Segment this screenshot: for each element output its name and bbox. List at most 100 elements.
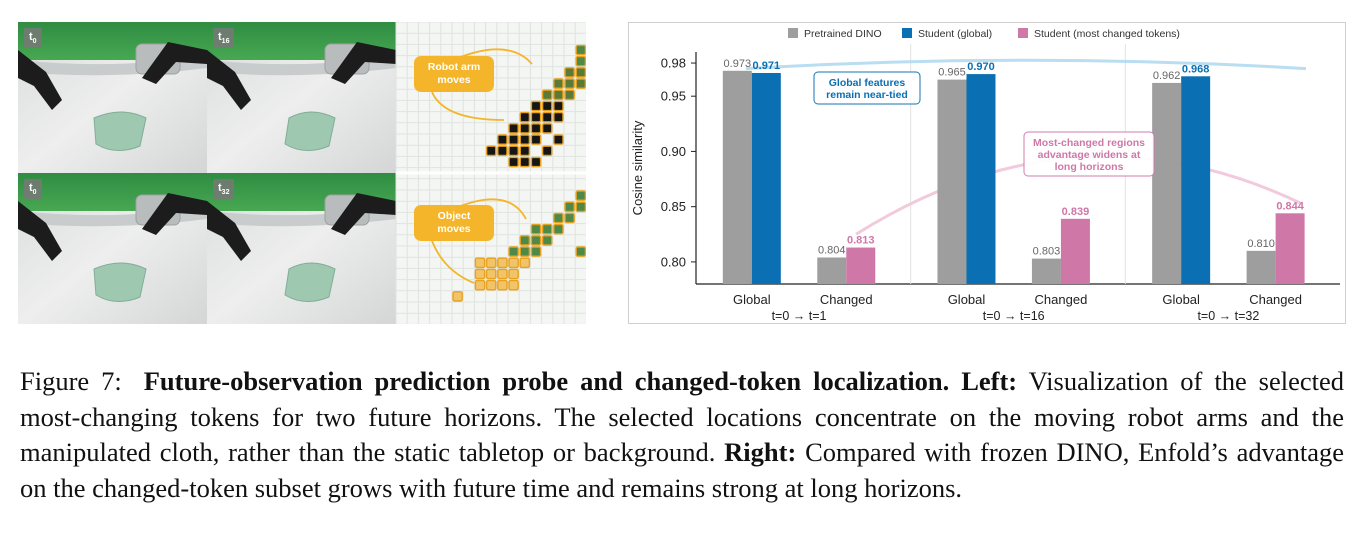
- bar-value-label: 0.803: [1033, 246, 1061, 258]
- bar: [846, 247, 876, 284]
- token-cell: [508, 156, 519, 168]
- cloth-object: [93, 262, 147, 302]
- x-category-label: Changed: [820, 292, 873, 307]
- token-cell: [564, 78, 575, 89]
- figure-caption: Figure 7: Future-observation prediction …: [20, 364, 1344, 506]
- token-cell: [530, 111, 542, 123]
- token-cell: [474, 257, 486, 269]
- callout-box: [414, 56, 494, 92]
- cloth-object: [284, 262, 336, 302]
- callout-text: Object: [438, 210, 471, 222]
- token-cell: [541, 145, 553, 157]
- token-cell: [508, 246, 519, 257]
- token-cell: [541, 100, 553, 112]
- token-cell: [564, 89, 575, 101]
- bar: [966, 74, 996, 284]
- frame-time-label: t16: [213, 28, 235, 49]
- bar: [1246, 250, 1276, 284]
- callout-arrow: [457, 198, 527, 220]
- token-cell: [497, 145, 508, 157]
- token-cell: [519, 246, 531, 257]
- token-cell: [564, 212, 575, 224]
- frame-label-base: t: [218, 182, 222, 194]
- annotation-box: [1023, 131, 1155, 177]
- token-cell: [474, 279, 486, 291]
- token-cell: [575, 44, 586, 56]
- token-cell: [508, 134, 519, 145]
- bar-chart-panel: 0.80 0.85 0.90 0.95 0.98 Cosine similarity 0.9…: [628, 22, 1346, 324]
- bar-value-label: 0.973: [724, 58, 752, 70]
- frame-label-sub: 32: [221, 189, 230, 197]
- token-cell: [575, 55, 586, 67]
- token-cell: [519, 257, 531, 269]
- token-cell: [485, 257, 497, 269]
- x-category-label: Global: [948, 292, 986, 307]
- bar-value-label: 0.813: [847, 235, 875, 247]
- bar-value-label: 0.962: [1153, 70, 1181, 82]
- legend-swatch: [788, 28, 798, 38]
- token-cell: [530, 156, 542, 168]
- left-visualization-panel: Robot arm moves Object moves t0 t16 t0 t32: [18, 22, 586, 324]
- legend-label: Pretrained DINO: [804, 28, 882, 40]
- annotation-text: remain near-tied: [826, 89, 908, 101]
- bar-value-label: 0.804: [818, 244, 846, 256]
- token-cell: [508, 268, 519, 280]
- token-cell: [541, 223, 553, 235]
- y-axis-label: Cosine similarity: [630, 120, 645, 215]
- bar-value-label: 0.970: [967, 61, 995, 73]
- token-cell: [541, 235, 553, 246]
- token-cell: [553, 78, 564, 89]
- right-robot-arm: [331, 42, 396, 84]
- token-cell: [497, 268, 508, 280]
- x-category-label: Global: [733, 292, 771, 307]
- bar: [1060, 218, 1090, 284]
- annotation-box: [813, 71, 921, 105]
- bar-value-label: 0.971: [753, 60, 781, 72]
- callout-arrow: [431, 91, 505, 121]
- token-cell: [519, 156, 531, 168]
- token-cell: [553, 89, 564, 101]
- x-horizon-label: t=0 → t=1: [772, 309, 827, 323]
- token-cell: [575, 190, 586, 201]
- robot-frame: [18, 173, 207, 324]
- caption-right-label: Right:: [724, 437, 797, 467]
- y-tick-label: 0.95: [661, 89, 686, 104]
- x-horizon-label: t=0 → t=32: [1197, 309, 1259, 323]
- token-cell: [519, 235, 531, 246]
- token-cell: [553, 223, 564, 235]
- y-tick-label: 0.85: [661, 199, 686, 214]
- token-cell: [530, 235, 542, 246]
- token-cell: [530, 223, 542, 235]
- cloth-object: [93, 111, 147, 151]
- x-category-label: Changed: [1249, 292, 1302, 307]
- frame-label-sub: 16: [221, 38, 230, 46]
- annotation-text: Most-changed regions: [1033, 137, 1145, 149]
- y-tick-label: 0.98: [661, 56, 686, 71]
- token-cell: [452, 291, 463, 302]
- token-cell: [497, 257, 508, 269]
- bar: [1031, 258, 1061, 284]
- bar-value-label: 0.810: [1247, 238, 1275, 250]
- bar: [722, 70, 752, 285]
- callout-text: moves: [437, 223, 470, 235]
- bar-value-label: 0.965: [938, 67, 966, 79]
- robot-frame: [207, 22, 396, 173]
- bar-value-label: 0.968: [1182, 63, 1210, 75]
- token-cell: [564, 201, 575, 213]
- legend-swatch: [1018, 28, 1028, 38]
- left-robot-arm: [207, 201, 251, 261]
- bar: [937, 79, 967, 284]
- token-cell: [485, 145, 497, 157]
- bar: [751, 72, 781, 284]
- caption-title: Future-observation prediction probe and …: [143, 366, 950, 396]
- bar-value-label: 0.844: [1276, 200, 1304, 212]
- x-horizon-label: t=0 → t=16: [983, 309, 1045, 323]
- token-cell: [508, 123, 519, 134]
- callout-arrow: [431, 240, 475, 284]
- token-cell: [530, 246, 542, 257]
- left-robot-arm: [207, 50, 251, 110]
- legend-swatch: [902, 28, 912, 38]
- robot-frame: [18, 22, 207, 173]
